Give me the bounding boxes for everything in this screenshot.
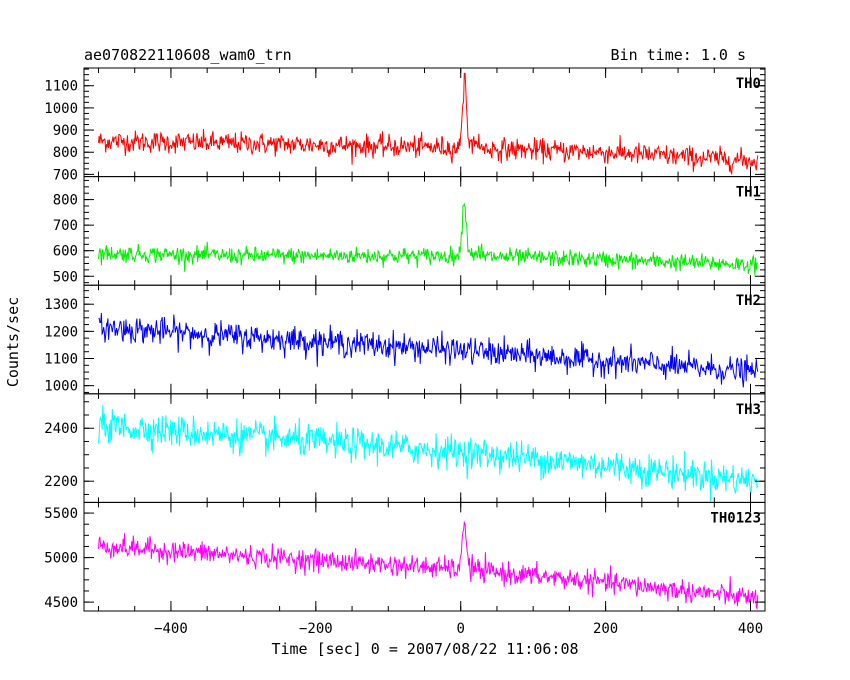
panel-label: TH1 bbox=[736, 185, 761, 201]
series-th2 bbox=[98, 312, 759, 388]
header-title: ae070822110608_wam0_trn bbox=[84, 46, 292, 64]
panel-th1: 500 600 700 800 TH1 bbox=[53, 176, 766, 286]
y-tick-label: 5000 bbox=[44, 551, 78, 567]
panel-th0: 700 800 900 1000 1100 TH0 bbox=[44, 67, 766, 183]
series-th0 bbox=[98, 72, 759, 176]
y-tick-label: 2200 bbox=[44, 474, 78, 490]
y-tick-label: 500 bbox=[53, 269, 78, 285]
series-th3 bbox=[98, 404, 759, 503]
x-tick-label: 0 bbox=[457, 621, 465, 637]
series-th0123 bbox=[98, 520, 759, 610]
y-tick-label: 1100 bbox=[44, 79, 78, 95]
panel-label: TH3 bbox=[736, 402, 761, 418]
y-tick-label: 800 bbox=[53, 145, 78, 161]
panel-th3: 2200 2400 TH3 bbox=[44, 393, 766, 503]
y-tick-label: 5500 bbox=[44, 506, 78, 522]
y-tick-label: 4500 bbox=[44, 595, 78, 611]
panel-label: TH0 bbox=[736, 76, 761, 92]
x-tick-label: −400 bbox=[154, 621, 188, 637]
panel-th2: 1000 1100 1200 1300 TH2 bbox=[44, 284, 766, 395]
y-tick-label: 1000 bbox=[44, 379, 78, 395]
y-tick-label: 900 bbox=[53, 123, 78, 139]
header-bin-time: Bin time: 1.0 s bbox=[610, 46, 746, 64]
panel-label: TH2 bbox=[736, 293, 761, 309]
y-tick-label: 700 bbox=[53, 218, 78, 234]
y-tick-label: 700 bbox=[53, 167, 78, 183]
panel-label: TH0123 bbox=[710, 510, 761, 526]
y-tick-label: 1000 bbox=[44, 101, 78, 117]
series-th1 bbox=[98, 202, 758, 276]
y-tick-label: 2400 bbox=[44, 421, 78, 437]
y-tick-label: 800 bbox=[53, 193, 78, 209]
panel-th0123: 4500 5000 5500 TH0123 bbox=[44, 501, 766, 612]
panel-frame bbox=[83, 284, 766, 395]
y-axis-title: Counts/sec bbox=[4, 297, 22, 387]
panel-frame bbox=[83, 176, 766, 286]
x-tick-label: 400 bbox=[738, 621, 763, 637]
y-tick-label: 1300 bbox=[44, 297, 78, 313]
panel-frame bbox=[83, 67, 766, 178]
y-tick-label: 600 bbox=[53, 244, 78, 260]
x-axis-title: Time [sec] 0 = 2007/08/22 11:06:08 bbox=[271, 640, 579, 658]
x-tick-label: 200 bbox=[593, 621, 618, 637]
y-tick-label: 1200 bbox=[44, 324, 78, 340]
y-tick-label: 1100 bbox=[44, 352, 78, 368]
x-tick-label: −200 bbox=[299, 621, 333, 637]
